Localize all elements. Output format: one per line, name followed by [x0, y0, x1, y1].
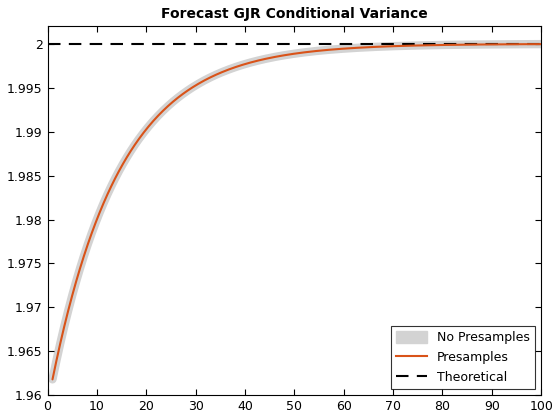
Legend: No Presamples, Presamples, Theoretical: No Presamples, Presamples, Theoretical	[391, 326, 535, 389]
Title: Forecast GJR Conditional Variance: Forecast GJR Conditional Variance	[161, 7, 428, 21]
